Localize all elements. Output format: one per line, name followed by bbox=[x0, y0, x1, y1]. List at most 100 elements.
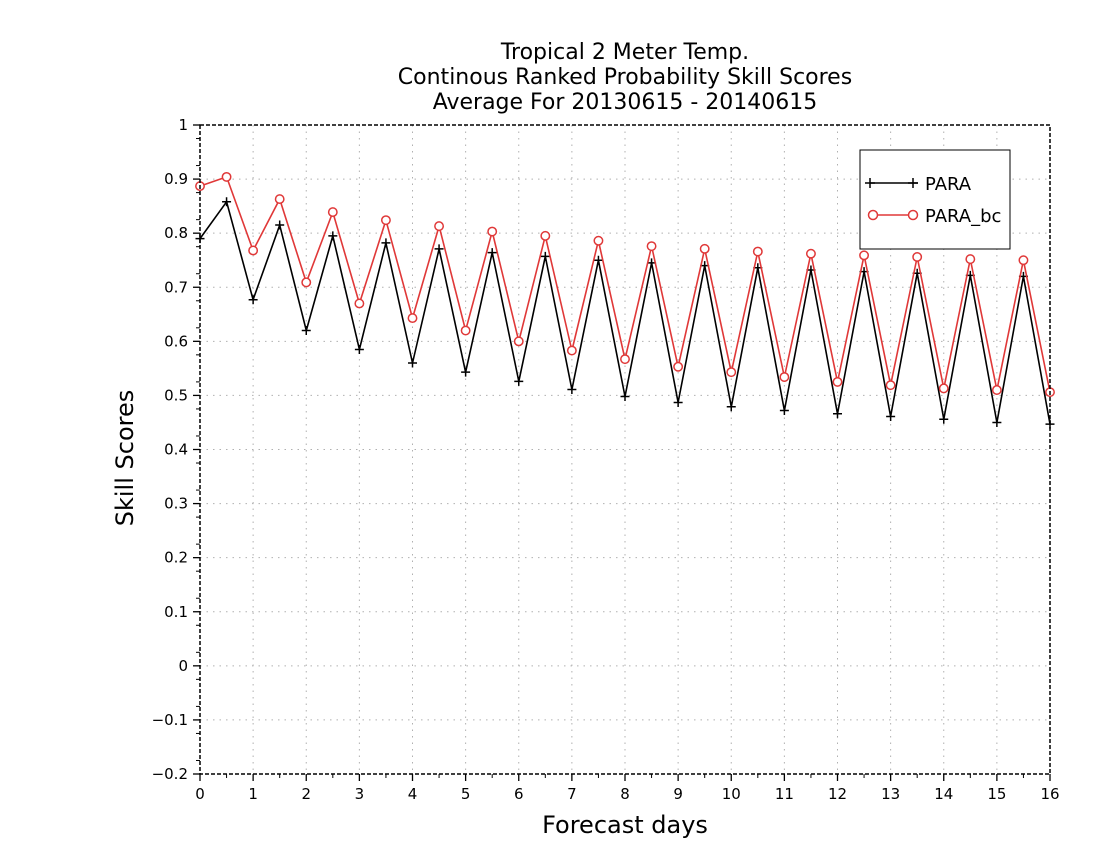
data-point-para-bc bbox=[593, 235, 604, 246]
legend-marker-para-bc-2 bbox=[907, 209, 919, 221]
data-point-para bbox=[620, 391, 630, 401]
legend-marker-para-2 bbox=[908, 178, 918, 188]
data-point-para bbox=[939, 414, 949, 424]
y-tick-label: 0.5 bbox=[164, 386, 188, 404]
data-point-para bbox=[248, 295, 258, 305]
legend: PARA PARA_bc bbox=[859, 149, 1011, 250]
data-point-para-bc bbox=[991, 385, 1002, 395]
x-tick-label: 4 bbox=[408, 785, 418, 803]
data-point-para-bc bbox=[487, 226, 498, 237]
x-tick-label: 6 bbox=[514, 785, 524, 803]
data-point-para bbox=[461, 367, 471, 377]
legend-item-para-bc: PARA_bc bbox=[867, 206, 1001, 227]
data-point-para bbox=[487, 248, 497, 258]
data-point-para-bc bbox=[805, 248, 816, 259]
data-point-para bbox=[301, 326, 311, 336]
x-tick-label: 15 bbox=[987, 785, 1006, 803]
data-point-para-bc bbox=[752, 246, 763, 257]
data-point-para-bc bbox=[726, 367, 737, 378]
y-tick-label: 1 bbox=[178, 116, 188, 134]
data-point-para-bc bbox=[938, 383, 949, 394]
data-point-para bbox=[992, 417, 1002, 427]
legend-item-para: PARA bbox=[865, 174, 972, 195]
data-point-para-bc bbox=[885, 380, 896, 391]
axes: 0 1 2 3 4 5 6 7 8 9 10 11 12 13 14 15 16−0.2−0.100.10.20… bbox=[152, 116, 1060, 803]
data-point-para bbox=[726, 402, 736, 412]
data-point-para bbox=[514, 376, 524, 386]
y-axis-label: Skill Scores bbox=[111, 390, 139, 527]
data-point-para bbox=[886, 412, 896, 422]
y-tick-label: 0.3 bbox=[164, 495, 188, 513]
y-tick-label: 0 bbox=[178, 657, 188, 675]
title-line-3: Average For 20130615 - 20140615 bbox=[433, 90, 818, 115]
data-point-para-bc bbox=[859, 250, 870, 261]
data-point-para bbox=[381, 238, 391, 248]
x-tick-label: 10 bbox=[722, 785, 741, 803]
x-tick-label: 5 bbox=[461, 785, 471, 803]
data-point-para-bc bbox=[699, 243, 710, 254]
data-point-para bbox=[328, 231, 338, 241]
legend-label-para: PARA bbox=[925, 174, 972, 195]
x-tick-label: 2 bbox=[301, 785, 311, 803]
legend-marker-para-bc-1 bbox=[867, 209, 879, 221]
legend-box bbox=[859, 149, 1011, 250]
data-point-para-bc bbox=[274, 194, 285, 205]
data-point-para-bc bbox=[434, 221, 445, 232]
x-tick-label: 7 bbox=[567, 785, 577, 803]
series-layer bbox=[195, 171, 1055, 429]
x-axis-label: Forecast days bbox=[542, 811, 708, 839]
data-point-para-bc bbox=[779, 372, 790, 382]
y-tick-label: 0.6 bbox=[164, 332, 188, 350]
data-point-para-bc bbox=[380, 215, 391, 226]
data-point-para-bc bbox=[620, 354, 630, 365]
data-point-para bbox=[540, 251, 550, 261]
data-point-para-bc bbox=[460, 325, 471, 336]
y-tick-label: 0.8 bbox=[164, 224, 188, 242]
x-tick-label: 9 bbox=[673, 785, 683, 803]
x-tick-label: 1 bbox=[248, 785, 258, 803]
data-point-para-bc bbox=[646, 241, 657, 252]
chart-title: Tropical 2 Meter Temp. Continous Ranked … bbox=[398, 40, 852, 115]
x-tick-label: 8 bbox=[620, 785, 630, 803]
data-point-para-bc bbox=[354, 298, 365, 309]
legend-marker-para-1 bbox=[865, 178, 875, 188]
data-point-para-bc bbox=[673, 361, 684, 372]
data-point-para bbox=[275, 220, 285, 230]
data-point-para-bc bbox=[912, 252, 923, 262]
data-point-para-bc bbox=[1018, 255, 1029, 266]
plot-frame bbox=[199, 124, 1051, 775]
x-tick-label: 16 bbox=[1040, 785, 1059, 803]
x-tick-label: 14 bbox=[934, 785, 953, 803]
y-tick-label: −0.2 bbox=[152, 765, 188, 783]
data-point-para-bc bbox=[513, 336, 524, 347]
y-tick-label: 0.7 bbox=[164, 278, 188, 296]
data-point-para bbox=[567, 384, 577, 394]
data-point-para-bc bbox=[566, 345, 577, 356]
data-point-para-bc bbox=[301, 277, 312, 288]
x-tick-label: 0 bbox=[195, 785, 205, 803]
y-tick-label: 0.9 bbox=[164, 170, 188, 188]
data-point-para-bc bbox=[540, 230, 551, 241]
data-point-para-bc bbox=[327, 207, 338, 218]
y-tick-label: 0.2 bbox=[164, 549, 188, 567]
data-point-para bbox=[833, 409, 842, 419]
x-tick-label: 3 bbox=[355, 785, 365, 803]
y-tick-label: −0.1 bbox=[152, 711, 188, 729]
data-point-para-bc bbox=[221, 171, 232, 182]
data-point-para-bc bbox=[407, 313, 418, 324]
data-point-para bbox=[354, 344, 364, 354]
data-point-para-bc bbox=[832, 376, 843, 387]
data-point-para bbox=[434, 244, 444, 254]
data-point-para bbox=[222, 197, 232, 207]
y-tick-label: 0.1 bbox=[164, 603, 188, 621]
data-point-para bbox=[779, 406, 789, 416]
gridlines bbox=[200, 125, 1050, 774]
data-point-para-bc bbox=[248, 245, 259, 256]
title-line-2: Continous Ranked Probability Skill Score… bbox=[398, 65, 852, 90]
x-tick-label: 13 bbox=[881, 785, 900, 803]
x-tick-label: 12 bbox=[828, 785, 847, 803]
legend-label-para-bc: PARA_bc bbox=[925, 206, 1001, 227]
title-line-1: Tropical 2 Meter Temp. bbox=[500, 40, 749, 65]
data-point-para bbox=[408, 358, 417, 368]
